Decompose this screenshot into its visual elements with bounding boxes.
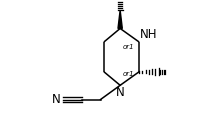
Polygon shape: [118, 10, 122, 28]
Text: or1: or1: [123, 71, 134, 77]
Text: or1: or1: [123, 44, 134, 50]
Text: N: N: [52, 93, 61, 106]
Text: N: N: [116, 86, 125, 99]
Text: NH: NH: [140, 28, 158, 41]
